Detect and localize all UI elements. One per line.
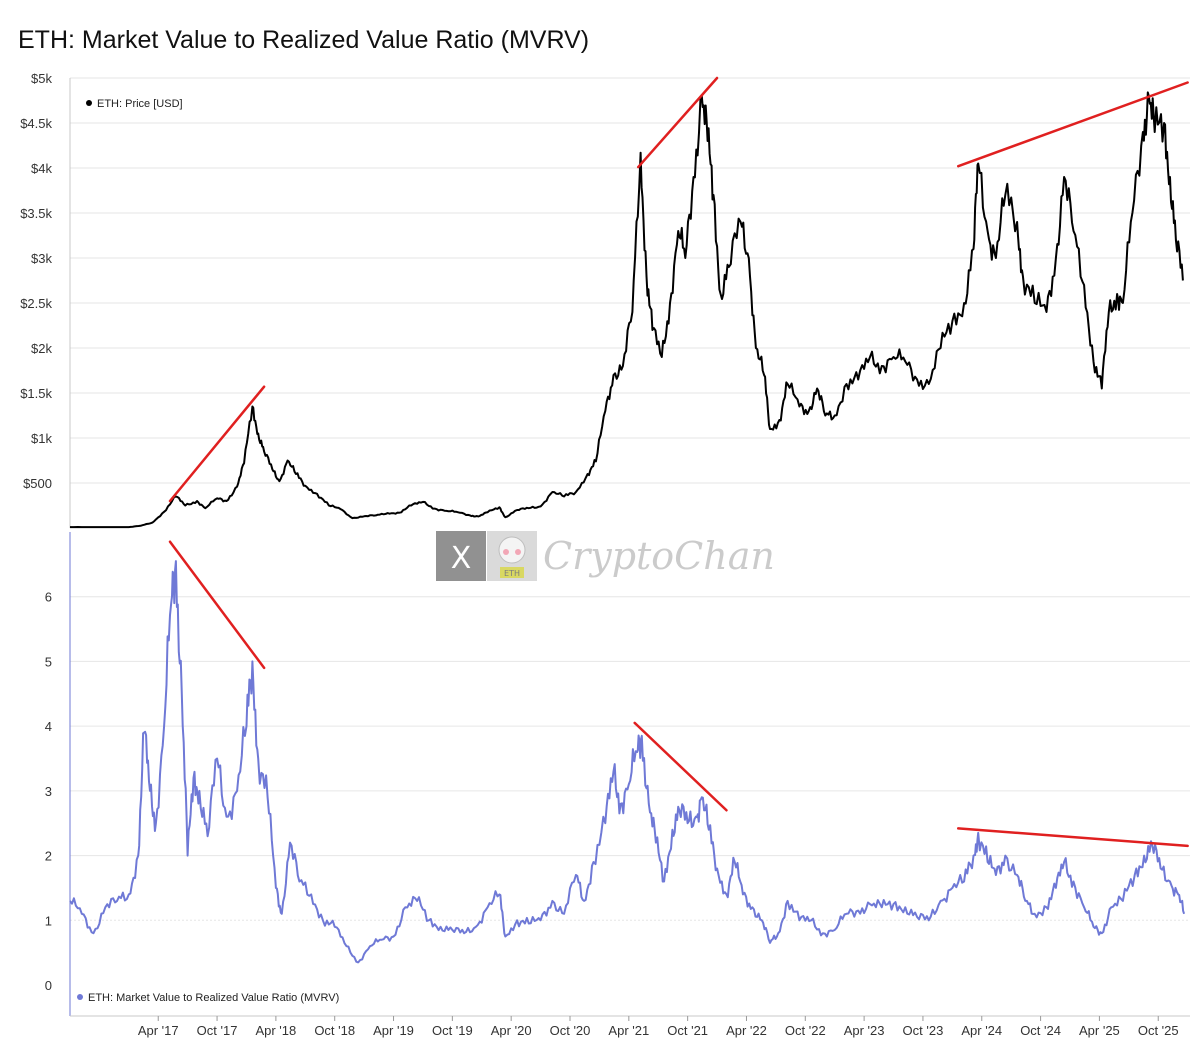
y-tick-label: $1.5k bbox=[20, 386, 52, 401]
y-tick-label: $4k bbox=[31, 161, 52, 176]
x-tick-label: Apr '23 bbox=[844, 1023, 885, 1038]
chart-title: ETH: Market Value to Realized Value Rati… bbox=[18, 26, 590, 54]
y-tick-label: 0 bbox=[45, 978, 52, 993]
x-tick-label: Oct '25 bbox=[1138, 1023, 1179, 1038]
y-tick-label: 2 bbox=[45, 849, 52, 864]
watermark-x-badge bbox=[436, 531, 486, 581]
y-tick-label: 5 bbox=[45, 654, 52, 669]
grid-layer bbox=[70, 77, 1190, 921]
price-y-ticks: $500 $1k $1.5k $2k $2.5k $3k $3.5k $4k $4.5k $5k bbox=[20, 71, 52, 491]
axis-layer bbox=[69, 78, 1190, 1017]
x-tick-label: Apr '22 bbox=[726, 1023, 767, 1038]
watermark-x-glyph: X bbox=[451, 541, 472, 576]
x-tick-label: Oct '24 bbox=[1020, 1023, 1061, 1038]
x-tick-label: Apr '21 bbox=[608, 1023, 649, 1038]
price-trendline bbox=[636, 76, 719, 169]
x-tick-label: Oct '23 bbox=[903, 1023, 944, 1038]
y-tick-label: $5k bbox=[31, 71, 52, 86]
mvrv-trendline bbox=[633, 721, 728, 812]
x-axis-ticks: Apr '17 Oct '17 Apr '18 Oct '18 Apr '19 Oct '… bbox=[138, 1016, 1179, 1038]
x-tick-label: Oct '22 bbox=[785, 1023, 826, 1038]
x-tick-label: Apr '24 bbox=[961, 1023, 1002, 1038]
y-tick-label: 4 bbox=[45, 719, 52, 734]
x-tick-label: Apr '17 bbox=[138, 1023, 179, 1038]
price-legend-label: ETH: Price [USD] bbox=[97, 98, 183, 110]
x-tick-label: Oct '20 bbox=[550, 1023, 591, 1038]
x-tick-label: Apr '20 bbox=[491, 1023, 532, 1038]
x-tick-label: Oct '21 bbox=[667, 1023, 708, 1038]
avatar-cheek-icon bbox=[503, 549, 509, 555]
y-tick-label: $2.5k bbox=[20, 296, 52, 311]
watermark-text: CryptoChan bbox=[543, 534, 775, 578]
mvrv-trendline bbox=[956, 827, 1189, 848]
x-tick-label: Oct '18 bbox=[314, 1023, 355, 1038]
y-tick-label: $1k bbox=[31, 431, 52, 446]
watermark: X ETH CryptoChan bbox=[436, 531, 775, 581]
avatar-cheek-icon bbox=[515, 549, 521, 555]
y-tick-label: $2k bbox=[31, 341, 52, 356]
mvrv-trendline bbox=[168, 540, 266, 670]
mvrv-legend: ETH: Market Value to Realized Value Rati… bbox=[77, 992, 339, 1004]
price-legend: ETH: Price [USD] bbox=[86, 98, 183, 110]
mvrv-legend-label: ETH: Market Value to Realized Value Rati… bbox=[88, 992, 339, 1004]
series-layer bbox=[69, 91, 1186, 964]
mvrv-series-line bbox=[69, 560, 1186, 964]
avatar-label: ETH bbox=[504, 569, 520, 578]
price-series-line bbox=[70, 91, 1184, 529]
y-tick-label: $500 bbox=[23, 476, 52, 491]
mvrv-y-ticks: 0 1 2 3 4 5 6 bbox=[45, 590, 52, 993]
price-trendline bbox=[168, 385, 266, 503]
mvrv-legend-dot bbox=[77, 994, 83, 1000]
y-tick-label: $3.5k bbox=[20, 206, 52, 221]
avatar-face-icon bbox=[498, 536, 526, 564]
x-tick-label: Apr '18 bbox=[255, 1023, 296, 1038]
price-trendline bbox=[956, 81, 1189, 168]
price-legend-dot bbox=[86, 100, 92, 106]
x-tick-label: Oct '17 bbox=[197, 1023, 238, 1038]
y-tick-label: 3 bbox=[45, 784, 52, 799]
x-tick-label: Oct '19 bbox=[432, 1023, 473, 1038]
avatar-label-bg bbox=[500, 567, 524, 578]
y-tick-label: 1 bbox=[45, 913, 52, 928]
x-tick-label: Apr '25 bbox=[1079, 1023, 1120, 1038]
x-tick-label: Apr '19 bbox=[373, 1023, 414, 1038]
trendline-layer bbox=[168, 76, 1189, 848]
y-tick-label: 6 bbox=[45, 590, 52, 605]
y-tick-label: $4.5k bbox=[20, 116, 52, 131]
y-tick-label: $3k bbox=[31, 251, 52, 266]
